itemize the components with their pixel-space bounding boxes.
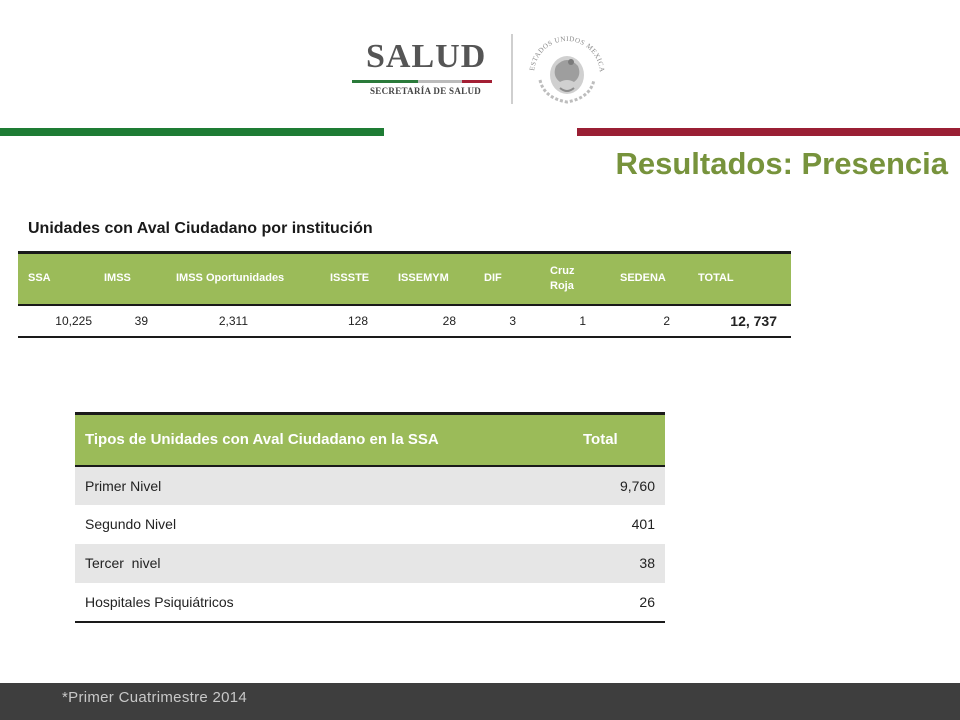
value-cell-cruz-roja: 1 [526, 304, 602, 337]
header-cell-dif: DIF [478, 252, 526, 306]
logo-word: SALUD [366, 38, 487, 75]
header-cell-cruz-roja: Cruz Roja [526, 252, 602, 306]
logo-rule-green [352, 80, 418, 83]
value-cell-issste: 128 [296, 304, 376, 337]
ssa-header-label: Tipos de Unidades con Aval Ciudadano en … [75, 413, 563, 467]
value-cell-ssa: 10,225 [18, 304, 96, 337]
logo-subtitle: SECRETARÍA DE SALUD [370, 86, 482, 96]
value-cell-imss: 39 [96, 304, 158, 337]
footer-bar: *Primer Cuatrimestre 2014 [0, 683, 960, 720]
institution-table: SSA IMSS IMSS Oportunidades ISSSTE ISSEM… [18, 251, 791, 338]
logo-rule-red [462, 80, 492, 83]
table-row: Tercer nivel 38 [75, 543, 665, 583]
row-value: 9,760 [563, 465, 665, 505]
page-title: Resultados: Presencia [615, 146, 948, 181]
ssa-header-row: Tipos de Unidades con Aval Ciudadano en … [75, 413, 665, 467]
national-seal-icon: ESTADOS UNIDOS MEXICANOS [524, 30, 606, 104]
value-cell-imss-oportunidades: 2,311 [158, 304, 296, 337]
salud-logo: SALUD SECRETARÍA DE SALUD [352, 38, 504, 102]
row-label: Segundo Nivel [85, 516, 177, 532]
row-value: 401 [631, 516, 655, 532]
footer-note: *Primer Cuatrimestre 2014 [62, 689, 248, 706]
row-label: Tercer nivel [75, 543, 563, 583]
row-value: 38 [563, 543, 665, 583]
header-cell-imss: IMSS [96, 252, 158, 306]
header-cell-imss-oportunidades: IMSS Oportunidades [158, 252, 296, 306]
header-cell-total: TOTAL [682, 252, 791, 306]
header-cell-sedena: SEDENA [602, 252, 682, 306]
value-cell-total: 12, 737 [682, 304, 791, 337]
table-row: Primer Nivel 9,760 [75, 465, 665, 505]
value-cell-issemym: 28 [376, 304, 478, 337]
institution-values-row: 10,225 39 2,311 128 28 3 1 2 12, 737 [18, 304, 791, 337]
value-cell-sedena: 2 [602, 304, 682, 337]
row-label: Hospitales Psiquiátricos [85, 593, 234, 610]
ssa-units-table: Tipos de Unidades con Aval Ciudadano en … [75, 412, 665, 623]
row-label: Primer Nivel [75, 465, 563, 505]
table-row: Segundo Nivel 401 [75, 505, 665, 544]
header-cell-issemym: ISSEMYM [376, 252, 478, 306]
logo-rule-gray [418, 80, 462, 83]
section-heading: Unidades con Aval Ciudadano por instituc… [28, 220, 373, 237]
value-cell-dif: 3 [478, 304, 526, 337]
header-bar-red [577, 128, 960, 136]
logo-divider [511, 34, 513, 104]
table-row: Hospitales Psiquiátricos 26 [75, 583, 665, 622]
header-cell-issste: ISSSTE [296, 252, 376, 306]
header-bar-green [0, 128, 384, 136]
row-value: 26 [639, 593, 655, 610]
institution-header-row: SSA IMSS IMSS Oportunidades ISSSTE ISSEM… [18, 252, 791, 306]
ssa-header-total: Total [563, 413, 665, 467]
header-cell-ssa: SSA [18, 252, 96, 306]
